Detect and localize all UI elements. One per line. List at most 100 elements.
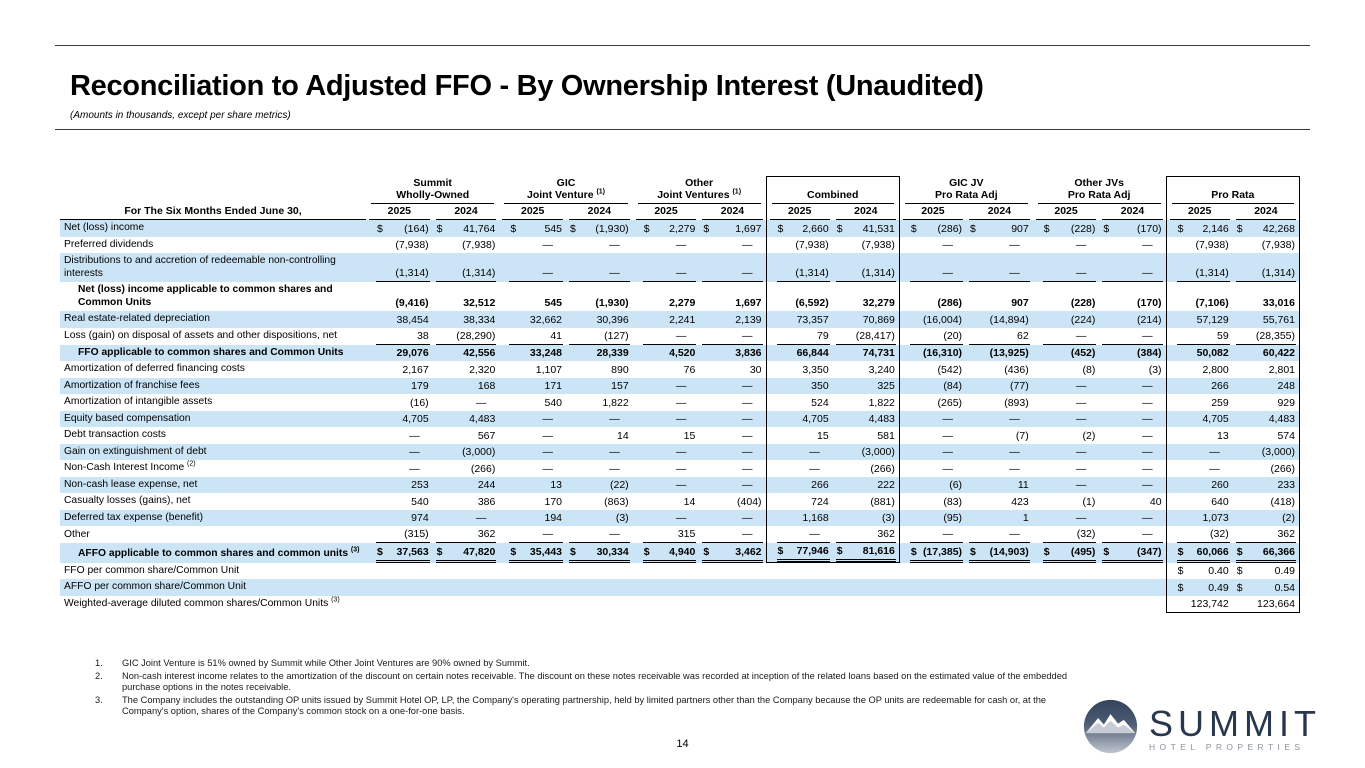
cell-value: (1,314) bbox=[776, 265, 830, 282]
cell-value: (1,314) bbox=[376, 265, 430, 282]
cell: — bbox=[1099, 253, 1166, 282]
cell-value: 540 bbox=[509, 395, 563, 411]
cell-value: $41,531 bbox=[836, 221, 896, 237]
cell-value: (8) bbox=[1043, 362, 1097, 378]
cell-value: 15 bbox=[643, 428, 697, 444]
number-value: (228) bbox=[1070, 297, 1096, 309]
cell-value: — bbox=[376, 444, 430, 460]
cell bbox=[766, 563, 833, 580]
cell-value: — bbox=[509, 411, 563, 427]
cell: 170 bbox=[499, 493, 566, 510]
cell-value: 315 bbox=[642, 526, 697, 543]
cell-value: 57,129 bbox=[1177, 312, 1230, 328]
cell: 253 bbox=[366, 477, 433, 494]
footnote-text: Non-cash interest income relates to the … bbox=[122, 670, 1068, 693]
number-value: (418) bbox=[1270, 495, 1295, 508]
cell-value: 168 bbox=[436, 378, 497, 394]
cell-value: (418) bbox=[1236, 494, 1296, 510]
cell: 325 bbox=[832, 377, 900, 394]
number-value: 14 bbox=[617, 429, 629, 442]
cell: — bbox=[633, 477, 700, 494]
cell-value: 1 bbox=[969, 510, 1030, 526]
cell bbox=[499, 579, 566, 596]
table-row: Gain on extinguishment of debt — (3,000) — —… bbox=[60, 443, 1300, 461]
number-value: — bbox=[1075, 267, 1087, 279]
cell: 266 bbox=[765, 476, 833, 493]
cell: (95) bbox=[899, 510, 966, 527]
cell: — bbox=[1165, 460, 1233, 477]
cell: — bbox=[633, 237, 700, 254]
number-value: 79 bbox=[817, 329, 829, 342]
number-value: — bbox=[742, 512, 753, 524]
number-value: — bbox=[475, 512, 487, 524]
dollar-sign: $ bbox=[703, 222, 710, 235]
group-header-label: Joint Venture (1) bbox=[504, 188, 628, 204]
cell-value: 38,334 bbox=[436, 312, 497, 328]
cell-value: 248 bbox=[1236, 378, 1296, 394]
header-group-line2-row: Wholly-Owned Joint Venture (1) Joint Ventu… bbox=[60, 188, 1301, 204]
cell-value: (404) bbox=[702, 494, 762, 510]
cell-value: (16) bbox=[376, 395, 430, 411]
dollar-sign: $ bbox=[377, 222, 383, 235]
cell-value: (28,290) bbox=[435, 328, 497, 345]
cell bbox=[566, 579, 633, 596]
cell: — bbox=[566, 411, 633, 428]
cell bbox=[899, 579, 966, 596]
cell: — bbox=[366, 460, 433, 477]
cell: — bbox=[1033, 444, 1100, 461]
number-value: — bbox=[1009, 267, 1020, 279]
cell: (2) bbox=[1033, 427, 1100, 444]
cell-value: 244 bbox=[436, 477, 497, 493]
number-value: 168 bbox=[477, 380, 496, 392]
cell-value: 4,705 bbox=[1177, 411, 1230, 427]
group-header: Joint Venture (1) bbox=[499, 188, 632, 204]
dollar-sign: $ bbox=[436, 545, 443, 558]
group-header: Pro Rata Adj bbox=[1033, 189, 1166, 204]
cell: 640 bbox=[1165, 493, 1233, 510]
cell-value: — bbox=[509, 526, 564, 543]
number-value: (84) bbox=[943, 380, 963, 392]
cell: $ (228) bbox=[1033, 220, 1100, 237]
cell-value: 60,422 bbox=[1236, 345, 1296, 361]
cell: (28,417) bbox=[832, 327, 900, 345]
number-value: — bbox=[942, 528, 954, 540]
footnote-text: The Company includes the outstanding OP … bbox=[122, 694, 1047, 717]
group-header-label: Pro Rata bbox=[1171, 189, 1294, 204]
number-value: 171 bbox=[544, 380, 563, 392]
number-value: 2,800 bbox=[1202, 363, 1229, 376]
number-value: 41,531 bbox=[862, 222, 895, 235]
dollar-sign: $ bbox=[510, 545, 517, 558]
number-value: — bbox=[942, 267, 954, 279]
cell-value: — bbox=[1043, 461, 1097, 477]
cell: 574 bbox=[1232, 427, 1300, 444]
cell: $ (164) bbox=[366, 220, 433, 237]
cell-value: — bbox=[1043, 411, 1097, 427]
cell bbox=[833, 563, 900, 580]
number-value: 3,462 bbox=[735, 545, 762, 558]
cell bbox=[633, 596, 700, 613]
number-value: — bbox=[1142, 396, 1153, 409]
number-value: — bbox=[1075, 413, 1087, 425]
number-value: — bbox=[942, 446, 954, 458]
cell-value: 14 bbox=[643, 494, 697, 510]
number-value: — bbox=[742, 479, 753, 491]
cell: — bbox=[566, 253, 633, 282]
cell: 974 bbox=[366, 510, 433, 527]
cell-value: 32,662 bbox=[509, 312, 563, 328]
number-value: — bbox=[542, 413, 554, 425]
group-header bbox=[1165, 176, 1301, 189]
cell: 42,556 bbox=[433, 345, 500, 362]
year-label: 2025 bbox=[635, 204, 697, 220]
cell: 567 bbox=[433, 427, 500, 444]
number-value: — bbox=[1009, 413, 1020, 425]
cell-value: 1,822 bbox=[836, 395, 896, 411]
cell: 70,869 bbox=[832, 311, 900, 328]
cell-value: 62 bbox=[969, 328, 1030, 345]
row-label-text: FFO applicable to common shares and Comm… bbox=[78, 346, 344, 358]
cell-value: — bbox=[1102, 510, 1162, 526]
number-value: (7,938) bbox=[1261, 239, 1295, 251]
row-label-text: AFFO per common share/Common Unit bbox=[64, 581, 246, 592]
cell: 4,705 bbox=[1165, 410, 1233, 427]
number-value: 2,279 bbox=[669, 297, 696, 309]
number-value: (7,938) bbox=[795, 239, 829, 251]
